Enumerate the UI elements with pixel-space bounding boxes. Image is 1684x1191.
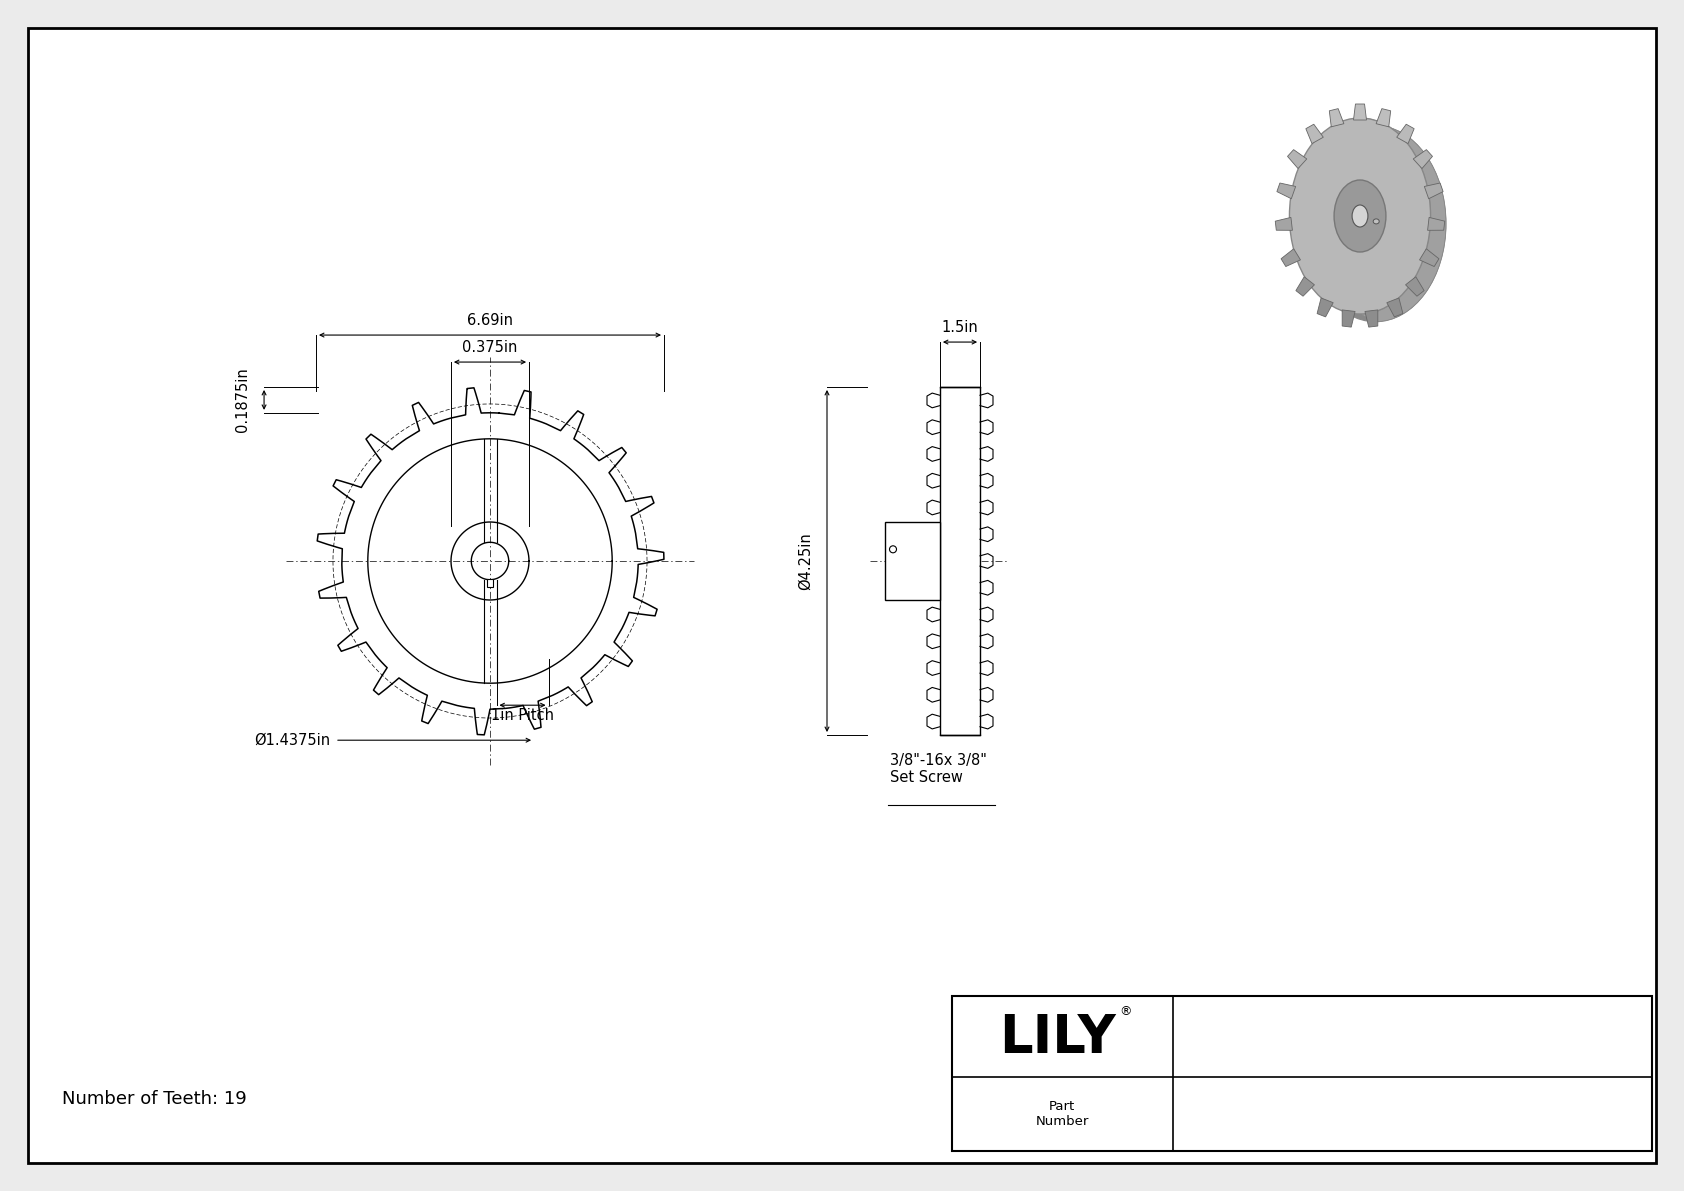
Text: 0.1875in: 0.1875in (234, 368, 249, 432)
Polygon shape (1305, 124, 1324, 144)
Text: 1in Pitch: 1in Pitch (492, 709, 554, 723)
Bar (886, 522, 940, 600)
Polygon shape (1376, 108, 1391, 126)
Bar (951, 996, 1652, 1151)
Polygon shape (1366, 310, 1378, 328)
Ellipse shape (1290, 118, 1431, 314)
Polygon shape (1413, 150, 1433, 169)
Ellipse shape (1334, 180, 1386, 252)
Polygon shape (1276, 183, 1295, 199)
Polygon shape (1275, 218, 1292, 230)
Polygon shape (1428, 218, 1445, 230)
Polygon shape (1342, 310, 1356, 328)
Polygon shape (1425, 183, 1443, 199)
Bar (940, 387, 980, 735)
Ellipse shape (1352, 205, 1367, 227)
Polygon shape (1297, 276, 1315, 297)
Polygon shape (1317, 298, 1334, 317)
Text: ®: ® (1118, 1005, 1132, 1018)
Polygon shape (1420, 249, 1438, 267)
Text: Ø1.4375in: Ø1.4375in (254, 732, 330, 748)
Polygon shape (1406, 276, 1425, 297)
Ellipse shape (1305, 126, 1447, 322)
Polygon shape (1361, 118, 1447, 322)
Circle shape (889, 545, 896, 553)
Polygon shape (1388, 298, 1403, 317)
Text: 3/8"-16x 3/8"
Set Screw: 3/8"-16x 3/8" Set Screw (891, 753, 987, 785)
Text: 1.5in: 1.5in (941, 320, 978, 335)
Text: 6.69in: 6.69in (466, 313, 514, 328)
Text: 0.375in: 0.375in (463, 341, 517, 355)
Text: LILY: LILY (999, 1012, 1115, 1064)
Polygon shape (1329, 108, 1344, 126)
Text: Ø4.25in: Ø4.25in (798, 532, 812, 590)
Text: Part
Number: Part Number (1036, 1099, 1090, 1128)
Polygon shape (1396, 124, 1415, 144)
Polygon shape (1288, 150, 1307, 169)
Polygon shape (1354, 104, 1366, 120)
Bar (487, 579, 493, 587)
Ellipse shape (1372, 219, 1379, 224)
Text: Number of Teeth: 19: Number of Teeth: 19 (62, 1090, 248, 1108)
Polygon shape (1282, 249, 1300, 267)
